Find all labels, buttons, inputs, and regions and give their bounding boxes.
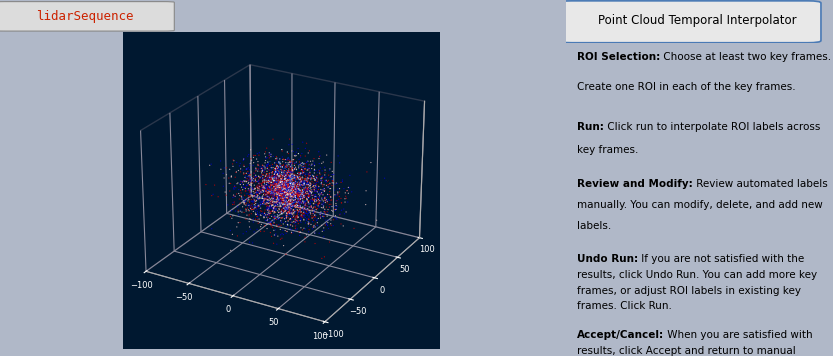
- Text: results, click Accept and return to manual: results, click Accept and return to manu…: [577, 346, 796, 356]
- Text: key frames.: key frames.: [577, 145, 638, 155]
- Text: lidarSequence: lidarSequence: [36, 10, 133, 22]
- Text: If you are not satisfied with the: If you are not satisfied with the: [638, 254, 805, 264]
- Text: Accept/Cancel:: Accept/Cancel:: [577, 330, 664, 340]
- FancyBboxPatch shape: [0, 1, 174, 31]
- Text: frames, or adjust ROI labels in existing key: frames, or adjust ROI labels in existing…: [577, 286, 801, 295]
- Text: results, click Undo Run. You can add more key: results, click Undo Run. You can add mor…: [577, 270, 817, 280]
- Text: Choose at least two key frames.: Choose at least two key frames.: [661, 52, 831, 62]
- Text: Review and Modify:: Review and Modify:: [577, 179, 693, 189]
- Text: Undo Run:: Undo Run:: [577, 254, 638, 264]
- Text: labels.: labels.: [577, 221, 611, 231]
- Text: manually. You can modify, delete, and add new: manually. You can modify, delete, and ad…: [577, 200, 823, 210]
- Text: Point Cloud Temporal Interpolator: Point Cloud Temporal Interpolator: [598, 14, 797, 27]
- Text: When you are satisfied with: When you are satisfied with: [664, 330, 813, 340]
- Text: frames. Click Run.: frames. Click Run.: [577, 301, 671, 311]
- Text: Run:: Run:: [577, 122, 604, 132]
- FancyBboxPatch shape: [559, 1, 821, 43]
- Text: Create one ROI in each of the key frames.: Create one ROI in each of the key frames…: [577, 82, 796, 92]
- Text: Click run to interpolate ROI labels across: Click run to interpolate ROI labels acro…: [604, 122, 821, 132]
- Text: ROI Selection:: ROI Selection:: [577, 52, 661, 62]
- Text: Review automated labels: Review automated labels: [693, 179, 827, 189]
